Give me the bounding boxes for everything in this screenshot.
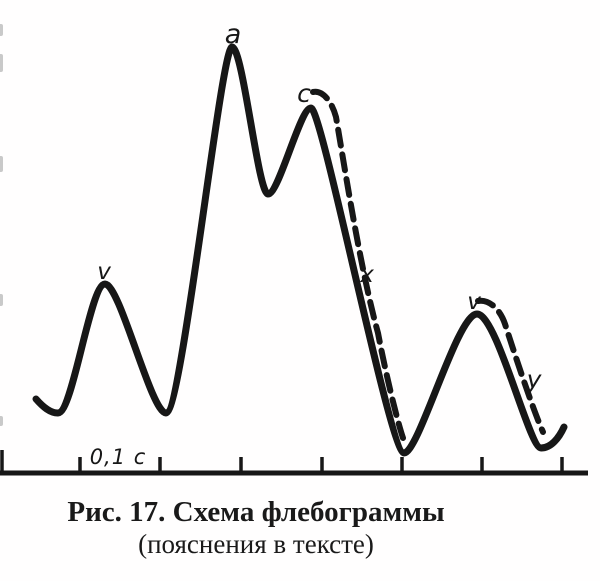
wave-label-v2: v [467, 289, 481, 315]
scan-artifact [0, 416, 3, 426]
caption-title: Рис. 17. Схема флебограммы [67, 496, 445, 528]
figure-caption: Рис. 17. Схема флебограммы (пояснения в … [0, 496, 512, 560]
time-scale-label: 0,1 с [90, 445, 147, 469]
wave-label-x: x [359, 262, 374, 288]
caption-subtitle: (пояснения в тексте) [138, 529, 374, 560]
y-descent-dashed-curve [475, 297, 546, 435]
scan-artifact [0, 156, 3, 172]
scan-artifact [0, 294, 3, 306]
phlebogram-diagram: v a c x v y 0,1 с [0, 19, 588, 476]
wave-label-a: a [225, 19, 242, 50]
wave-label-y: y [526, 365, 543, 394]
wave-label-v1: v [97, 259, 111, 285]
scan-artifact [0, 54, 3, 72]
scan-artifact [0, 24, 3, 36]
x-descent-dashed-curve [310, 88, 406, 441]
phlebogram-solid-curve [32, 43, 568, 457]
wave-label-c: c [297, 79, 311, 108]
